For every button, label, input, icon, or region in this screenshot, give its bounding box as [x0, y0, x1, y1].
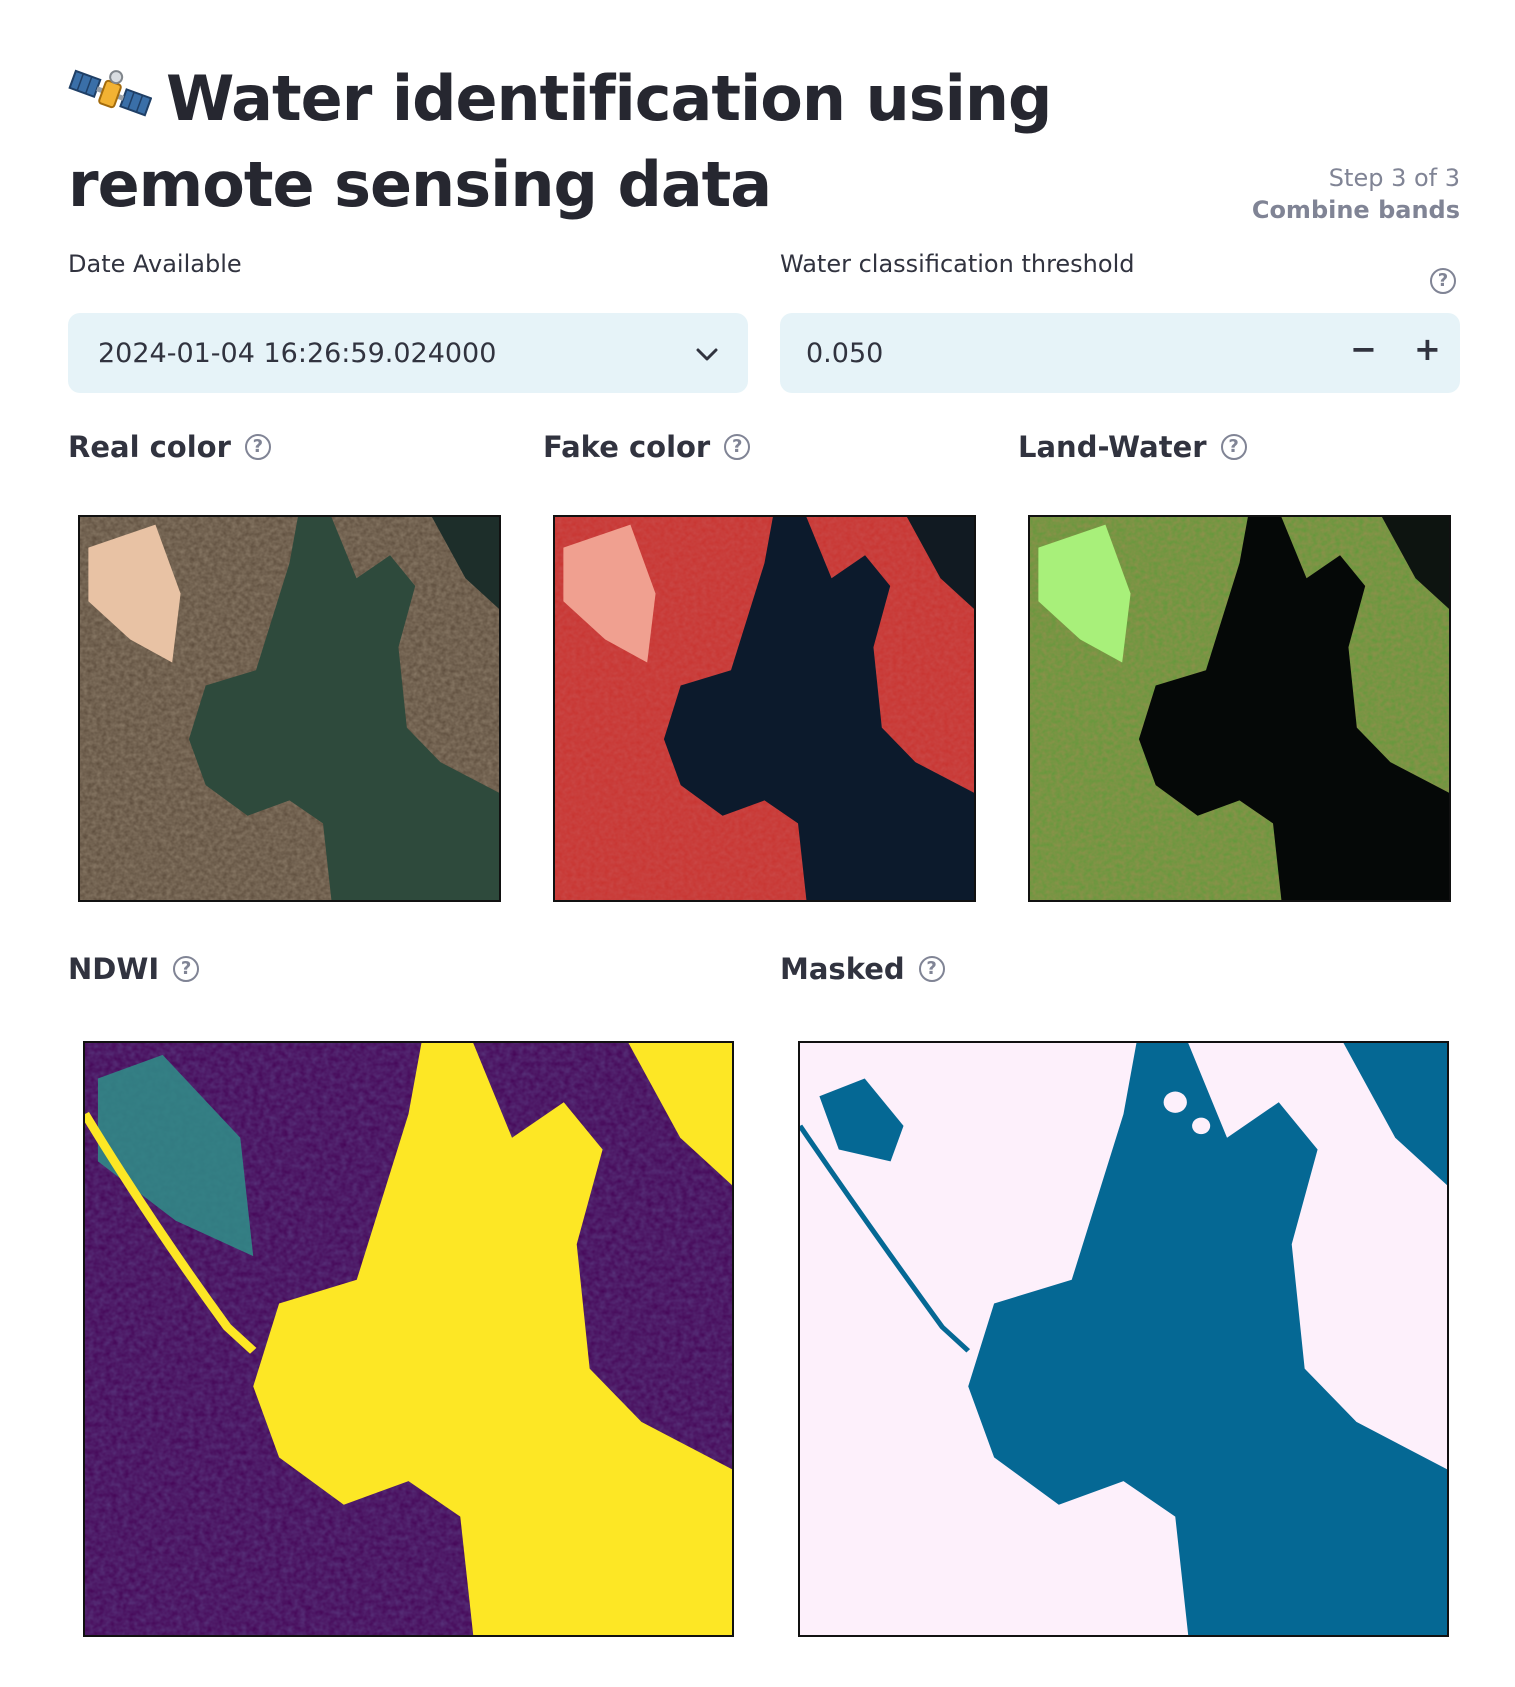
fake-color-label: Fake color [543, 430, 711, 464]
step-indicator: Step 3 of 3 Combine bands [1252, 162, 1460, 226]
threshold-input[interactable]: 0.050 [780, 313, 1460, 393]
threshold-decrement-button[interactable]: − [1350, 330, 1377, 368]
masked-help-icon[interactable]: ? [918, 956, 945, 982]
date-select[interactable]: 2024-01-04 16:26:59.024000 [68, 313, 748, 393]
threshold-help-icon[interactable]: ? [1430, 268, 1456, 294]
land-water-title: Land-Water ? [1018, 430, 1247, 464]
land-water-help-icon[interactable]: ? [1220, 434, 1247, 460]
step-name: Combine bands [1251, 196, 1460, 224]
masked-label: Masked [780, 952, 905, 986]
ndwi-help-icon[interactable]: ? [173, 956, 200, 982]
real-color-image [78, 515, 501, 902]
fake-color-help-icon[interactable]: ? [724, 434, 751, 460]
masked-image [798, 1041, 1449, 1637]
threshold-increment-button[interactable]: + [1414, 330, 1441, 368]
step-counter: Step 3 of 3 [1328, 164, 1460, 192]
real-color-help-icon[interactable]: ? [244, 434, 271, 460]
satellite-icon [68, 62, 153, 126]
real-color-title: Real color ? [68, 430, 271, 464]
fake-color-image [553, 515, 976, 902]
chevron-down-icon[interactable] [696, 338, 718, 369]
masked-title: Masked ? [780, 952, 945, 986]
ndwi-label: NDWI [68, 952, 160, 986]
ndwi-image [83, 1041, 734, 1637]
page-title-text: Water identification using remote sensin… [68, 62, 1052, 221]
page-title: Water identification using remote sensin… [68, 56, 1208, 228]
ndwi-title: NDWI ? [68, 952, 200, 986]
date-select-label: Date Available [68, 250, 242, 278]
land-water-image [1028, 515, 1451, 902]
date-select-value: 2024-01-04 16:26:59.024000 [98, 337, 497, 369]
real-color-label: Real color [68, 430, 231, 464]
threshold-value[interactable]: 0.050 [806, 337, 884, 369]
threshold-label: Water classification threshold [780, 250, 1135, 278]
fake-color-title: Fake color ? [543, 430, 751, 464]
land-water-label: Land-Water [1018, 430, 1207, 464]
